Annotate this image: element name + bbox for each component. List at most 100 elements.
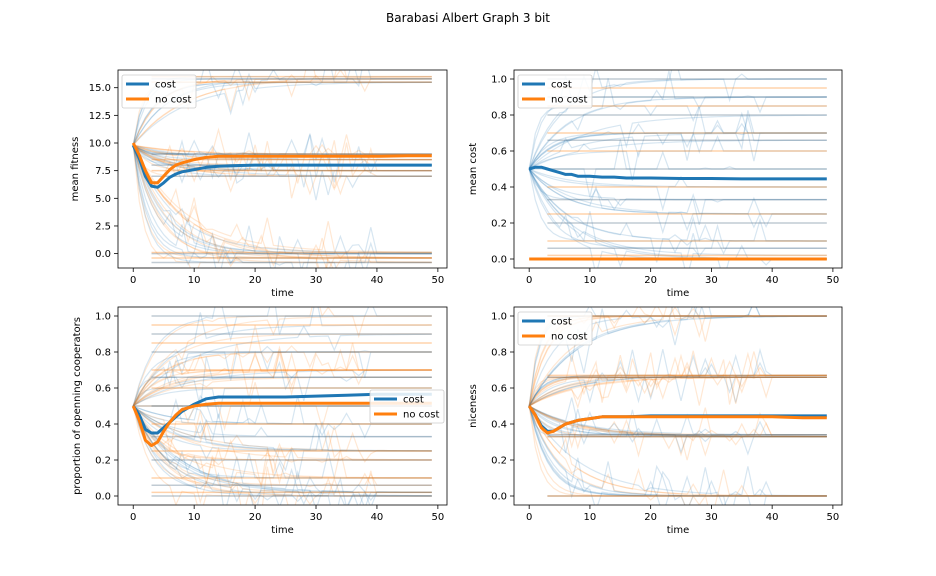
run-trace <box>132 144 432 161</box>
run-trace <box>133 127 432 164</box>
run-trace <box>132 405 432 488</box>
run-trace <box>528 405 827 457</box>
run-trace <box>132 405 432 485</box>
run-trace <box>133 133 432 162</box>
run-trace <box>528 405 827 505</box>
run-trace <box>133 144 432 181</box>
x-tick-label: 20 <box>644 512 657 523</box>
run-trace <box>528 405 827 436</box>
run-trace <box>528 405 827 443</box>
run-trace <box>528 374 827 407</box>
run-trace <box>529 139 827 198</box>
run-trace <box>528 168 827 212</box>
run-trace <box>132 405 432 463</box>
run-trace <box>132 360 432 407</box>
background-traces <box>528 70 827 268</box>
run-trace <box>132 405 432 493</box>
legend-label-cost: cost <box>551 317 572 328</box>
run-trace <box>528 405 827 456</box>
run-trace <box>133 132 432 188</box>
run-trace <box>132 144 432 268</box>
run-trace <box>528 405 827 505</box>
run-trace <box>132 405 432 480</box>
y-axis-label: mean cost <box>468 143 479 195</box>
run-trace <box>528 122 827 170</box>
run-trace <box>132 405 432 491</box>
y-tick-label: 15.0 <box>89 83 111 94</box>
legend: cost no cost <box>121 74 197 109</box>
y-tick-label: 2.5 <box>95 221 111 232</box>
run-trace <box>528 168 827 232</box>
y-tick-label: 0.0 <box>95 492 111 503</box>
x-tick-label: 10 <box>188 275 201 286</box>
x-tick-label: 40 <box>766 512 779 523</box>
x-tick-label: 40 <box>766 275 779 286</box>
run-trace <box>528 405 827 438</box>
y-tick-label: 0.2 <box>95 456 111 467</box>
legend: cost no cost <box>369 389 445 424</box>
y-tick-label: 10.0 <box>89 139 111 150</box>
run-trace <box>132 139 432 189</box>
run-trace <box>528 168 827 268</box>
run-trace <box>132 405 432 505</box>
run-trace <box>528 405 827 436</box>
run-trace <box>132 144 432 267</box>
run-trace <box>528 358 827 407</box>
run-trace <box>132 405 432 505</box>
y-tick-label: 0.6 <box>95 384 111 395</box>
run-trace <box>528 307 827 407</box>
run-trace <box>528 353 827 407</box>
y-tick-label: 0.4 <box>95 420 111 431</box>
run-trace <box>132 387 432 407</box>
run-trace <box>132 144 432 196</box>
x-tick-label: 20 <box>249 275 262 286</box>
run-trace <box>528 70 827 170</box>
run-trace <box>528 405 827 497</box>
x-axis-label: time <box>667 525 690 536</box>
run-trace <box>132 144 432 260</box>
run-trace <box>132 405 432 486</box>
run-trace <box>132 145 432 260</box>
run-trace <box>528 374 827 407</box>
run-trace <box>528 405 827 438</box>
subplot-1: 0 10 20 30 40 50 0.0 2.5 5.0 7.5 10.0 12.5 15.0 time m… <box>70 69 448 299</box>
legend-label-cost: cost <box>551 80 572 91</box>
run-trace <box>132 315 432 407</box>
run-trace <box>132 349 432 407</box>
run-trace <box>528 405 827 505</box>
x-tick-label: 0 <box>130 512 136 523</box>
run-trace <box>132 369 432 407</box>
x-tick-label: 50 <box>431 275 444 286</box>
run-trace <box>132 144 432 168</box>
run-trace <box>132 342 432 407</box>
x-tick-label: 50 <box>827 275 840 286</box>
run-trace <box>528 405 827 497</box>
run-trace <box>132 134 432 161</box>
run-trace <box>528 347 827 407</box>
run-trace <box>528 376 827 407</box>
run-trace <box>528 360 827 407</box>
x-tick-label: 20 <box>644 275 657 286</box>
run-trace <box>132 145 432 259</box>
run-trace <box>528 405 827 449</box>
run-trace <box>132 366 432 407</box>
run-trace <box>132 343 432 407</box>
legend: cost no cost <box>517 74 593 109</box>
run-trace <box>132 405 432 505</box>
run-trace <box>528 397 827 436</box>
series-line-no-cost <box>131 401 432 448</box>
run-trace <box>528 405 827 454</box>
series-line-cost <box>131 144 432 189</box>
run-trace <box>528 359 827 407</box>
run-trace <box>528 168 827 255</box>
run-trace <box>528 405 827 461</box>
run-trace <box>528 356 827 407</box>
run-trace <box>132 394 432 431</box>
y-tick-label: 1.0 <box>491 312 507 323</box>
run-trace <box>132 324 432 407</box>
run-trace <box>132 145 432 254</box>
run-trace <box>528 349 827 407</box>
run-trace <box>132 367 432 407</box>
run-trace <box>528 351 827 407</box>
y-tick-label: 12.5 <box>89 111 111 122</box>
